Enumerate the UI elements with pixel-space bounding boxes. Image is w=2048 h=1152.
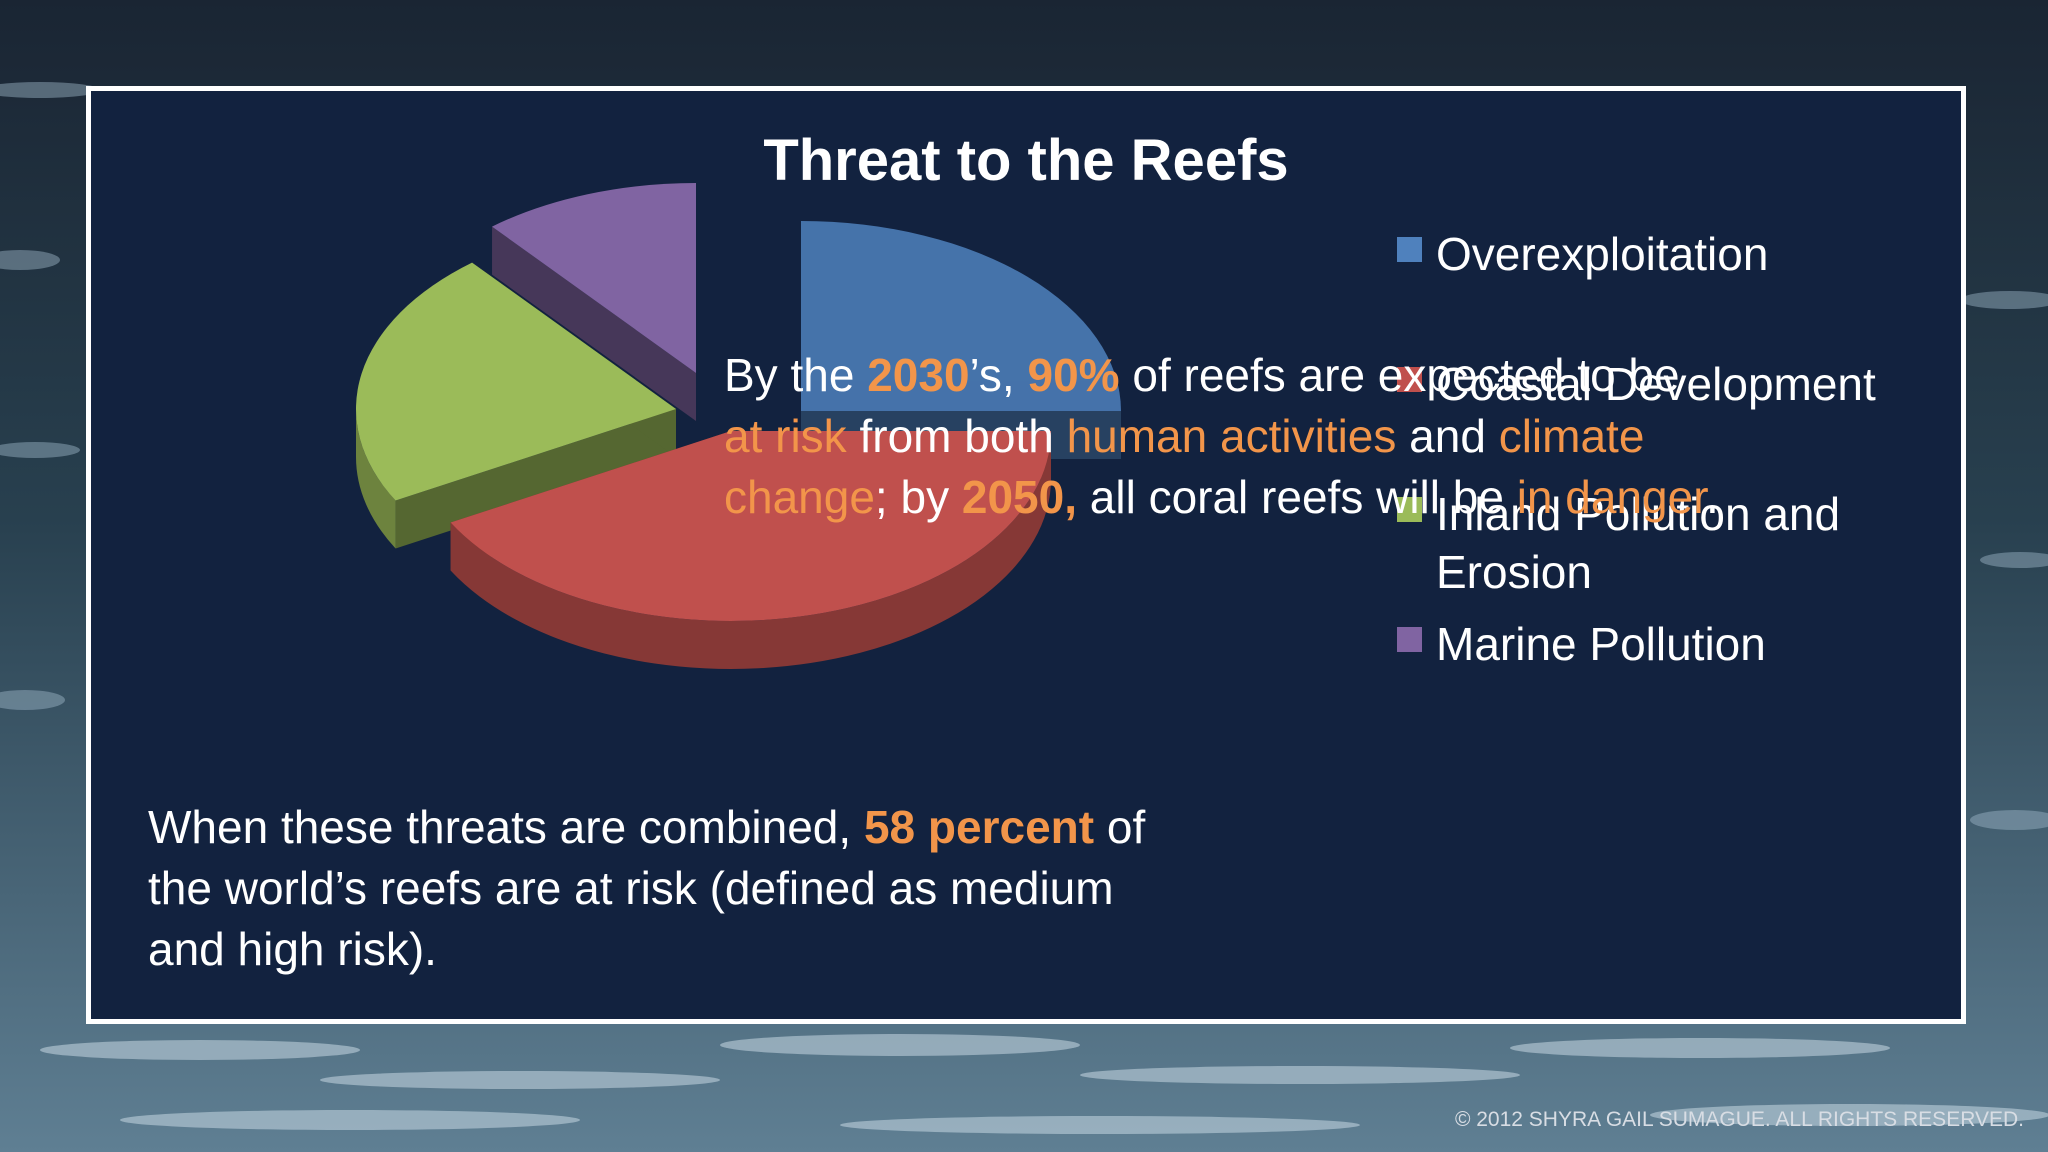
pie-slice-top [492,183,696,373]
pie-slice-side [492,226,696,421]
pie-slice [492,183,696,421]
pie-slice [356,262,676,549]
legend-label: Inland Pollution and Erosion [1436,488,1841,598]
highlight-climate-change: climate change [724,410,1645,523]
text-run: ; by [874,471,962,523]
text-run: from both [846,410,1067,462]
text-run: and [1396,410,1499,462]
highlight-90-percent: 90% [1027,349,1120,401]
legend-swatch [1397,627,1422,652]
pie-slice [450,431,1051,669]
pie-slice-edge [356,409,396,549]
legend-swatch [1397,497,1422,522]
slide-frame: Threat to the Reefs Overexploitation Coa… [86,86,1966,1024]
highlight-at-risk: at risk [724,410,847,462]
highlight-year-2030: 2030 [867,349,970,401]
pie-chart [356,183,1121,669]
highlight-58-percent: 58 percent [863,801,1095,853]
text-run: of reefs are expected to be [1119,349,1680,401]
legend-swatch [1397,237,1422,262]
legend-label: Overexploitation [1436,228,1769,280]
reef-forecast-text: By the 2030’s, 90% of reefs are expected… [724,345,1724,528]
chart-title: Threat to the Reefs [763,128,1289,193]
highlight-year-2050: 2050, [961,471,1077,523]
legend-label: Coastal Development [1436,358,1876,410]
pie-slice-top [801,221,1121,411]
text-run: all coral reefs will be [1076,471,1517,523]
copyright-notice: © 2012 SHYRA GAIL SUMAGUE. ALL RIGHTS RE… [1454,1108,2024,1131]
legend-swatch [1397,367,1422,392]
text-run: When these threats are combined, [148,801,864,853]
highlight-human-activities: human activities [1066,410,1397,462]
text-run: of the world’s reefs are at risk (define… [148,801,1146,975]
pie-slice-top [450,431,1051,621]
pie-slice-side [395,409,676,549]
legend-label: Marine Pollution [1436,618,1766,670]
text-run: . [1705,471,1719,523]
text-run: ’s, [969,349,1028,401]
highlight-in-danger: in danger [1516,471,1706,523]
pie-slice-edge [450,431,1051,669]
text-run: By the [724,349,868,401]
pie-slice-top [356,262,676,501]
combined-threats-text: When these threats are combined, 58 perc… [148,797,1148,980]
